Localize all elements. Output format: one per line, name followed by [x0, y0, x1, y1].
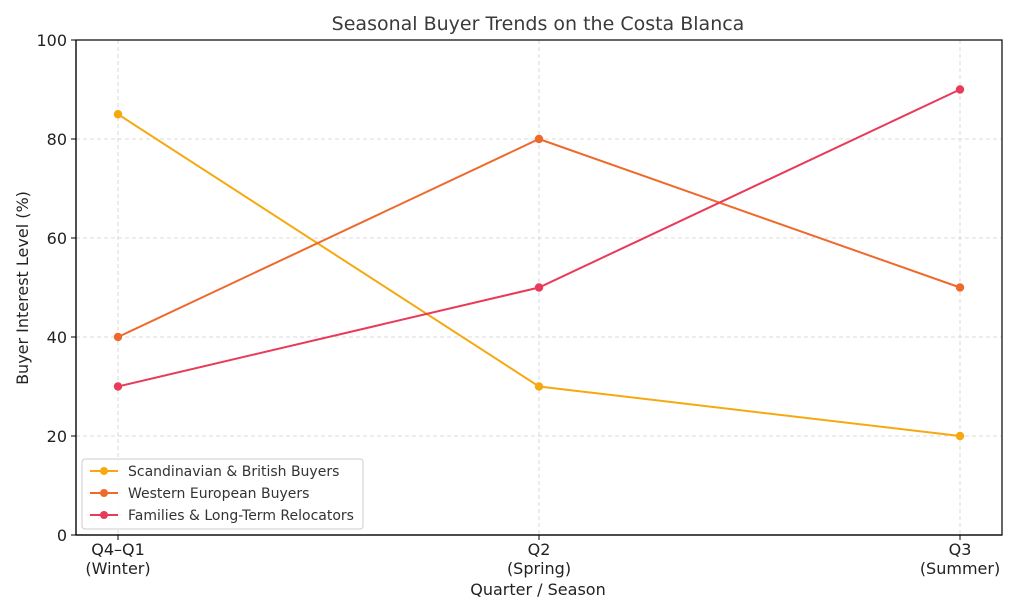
y-tick-label: 20 — [47, 427, 67, 446]
chart-title: Seasonal Buyer Trends on the Costa Blanc… — [332, 13, 745, 35]
legend-swatch-marker — [100, 467, 108, 475]
series-lines — [113, 85, 965, 441]
plot-frame — [75, 39, 1003, 536]
data-point — [955, 85, 965, 94]
series-1 — [113, 110, 965, 441]
legend-swatch-marker — [100, 511, 108, 519]
legend-label: Western European Buyers — [128, 486, 309, 502]
legend-box — [81, 458, 364, 530]
legend-item: Western European Buyers — [90, 486, 309, 502]
x-tick-label: Q2 (Spring) — [507, 540, 571, 578]
legend-item: Families & Long-Term Relocators — [90, 508, 354, 524]
data-point — [534, 134, 544, 144]
x-tick-label: Q3 (Summer) — [920, 540, 1000, 578]
x-axis-label: Quarter / Season — [470, 580, 605, 599]
y-tick-label: 0 — [57, 526, 67, 545]
data-point — [534, 382, 544, 391]
data-point — [113, 332, 123, 342]
legend-item: Scandinavian & British Buyers — [90, 464, 339, 480]
data-point — [955, 431, 965, 441]
y-axis-label: Buyer Interest Level (%) — [13, 191, 32, 385]
legend-swatch-marker — [100, 489, 108, 497]
x-tick-label: Q4–Q1 (Winter) — [85, 540, 150, 578]
y-tick-label: 60 — [47, 229, 67, 248]
data-point — [534, 283, 544, 292]
data-point — [113, 382, 123, 391]
y-tick-label: 40 — [47, 328, 67, 347]
legend-label: Families & Long-Term Relocators — [128, 508, 354, 524]
data-point — [113, 110, 123, 119]
y-tick-label: 80 — [47, 130, 67, 149]
data-point — [955, 283, 965, 292]
legend-label: Scandinavian & British Buyers — [128, 464, 339, 480]
legend: Scandinavian & British Buyers Western Eur… — [81, 458, 364, 530]
series-2 — [113, 134, 965, 342]
series-3 — [113, 85, 965, 391]
y-tick-label: 100 — [36, 31, 67, 50]
